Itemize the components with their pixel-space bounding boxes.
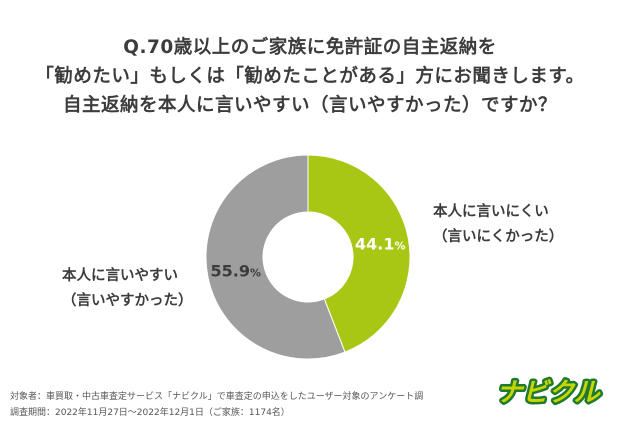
legend-label-easy-line-2: （言いやすかった） bbox=[62, 293, 193, 309]
title-line-3: 自主返納を本人に言いやすい（言いやすかった）ですか？ bbox=[62, 95, 557, 116]
slice-value-label-2: 55.9% bbox=[211, 262, 262, 281]
footer-target: 対象者：車買取・中古車査定サービス「ナビクル」で車査定の申込をしたユーザー対象の… bbox=[10, 392, 424, 402]
logo-text: ナビクル bbox=[496, 378, 601, 408]
title-line-2: 「勧めたい」もしくは「勧めたことがある」方にお聞きします。 bbox=[35, 66, 585, 87]
legend-label-hard-line-2: （言いにくかった） bbox=[433, 229, 564, 245]
legend-label-easy-to-say: 本人に言いやすい （言いやすかった） bbox=[62, 264, 193, 314]
chart-title: Q.70歳以上のご家族に免許証の自主返納を 「勧めたい」もしくは「勧めたことがあ… bbox=[0, 33, 620, 120]
donut-slice-2 bbox=[205, 154, 346, 360]
legend-label-hard-to-say: 本人に言いにくい （言いにくかった） bbox=[433, 200, 563, 250]
legend-label-hard-line-1: 本人に言いにくい bbox=[433, 204, 549, 220]
footer-period: 調査期間：2022年11月27日〜2022年12月1日（ご家族：1174名） bbox=[10, 408, 290, 418]
donut-slice-1 bbox=[307, 154, 411, 353]
legend-label-easy-line-1: 本人に言いやすい bbox=[62, 268, 178, 284]
slice-value-label-1: 44.1% bbox=[355, 234, 406, 253]
logo-outline: ナビクル bbox=[496, 378, 601, 408]
title-line-1: Q.70歳以上のご家族に免許証の自主返納を bbox=[123, 37, 497, 58]
survey-footer: 対象者：車買取・中古車査定サービス「ナビクル」で車査定の申込をしたユーザー対象の… bbox=[10, 389, 423, 421]
navikuru-logo: ナビクル ナビクル bbox=[494, 376, 604, 411]
